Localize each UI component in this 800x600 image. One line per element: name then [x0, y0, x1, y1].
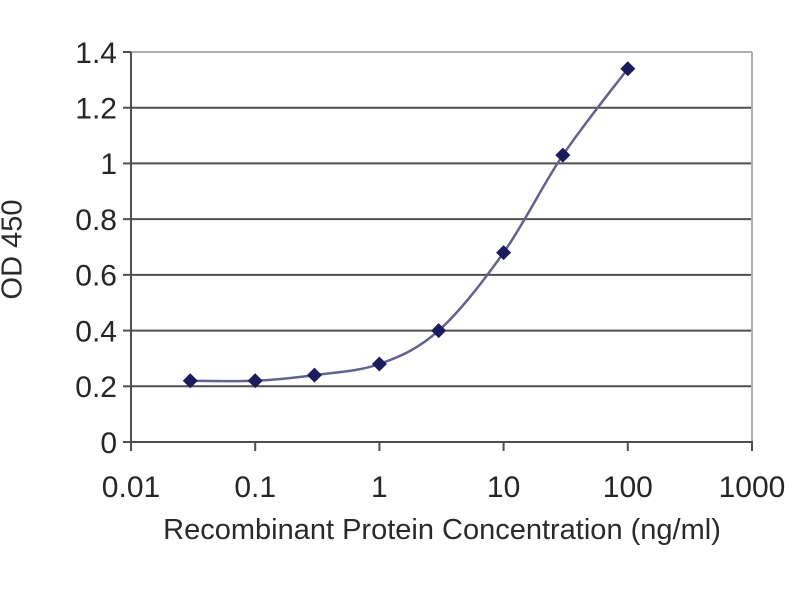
- data-point-marker: [555, 147, 571, 163]
- series-line: [190, 67, 629, 383]
- data-point-marker: [431, 323, 447, 339]
- x-tick-label: 1000: [719, 471, 786, 504]
- data-point-marker: [371, 356, 387, 372]
- y-tick-label: 0.8: [75, 204, 117, 237]
- y-tick-label: 0.2: [75, 371, 117, 404]
- data-point-marker: [620, 61, 636, 77]
- x-tick-label: 10: [487, 471, 520, 504]
- x-tick-label: 100: [603, 471, 653, 504]
- x-axis-title: Recombinant Protein Concentration (ng/ml…: [163, 514, 721, 546]
- data-point-marker: [247, 373, 263, 389]
- y-axis-title: OD 450: [0, 199, 29, 300]
- y-tick-label: 0: [100, 427, 117, 460]
- x-tick-label: 1: [371, 471, 388, 504]
- x-tick-label: 0.01: [102, 471, 160, 504]
- y-tick-label: 0.4: [75, 315, 117, 348]
- data-point-marker: [182, 373, 198, 389]
- y-tick-label: 0.6: [75, 260, 117, 293]
- y-tick-label: 1.4: [75, 37, 117, 70]
- data-point-marker: [496, 245, 512, 261]
- y-tick-label: 1: [100, 148, 117, 181]
- x-tick-label: 0.1: [234, 471, 276, 504]
- data-point-marker: [306, 367, 322, 383]
- y-tick-label: 1.2: [75, 93, 117, 126]
